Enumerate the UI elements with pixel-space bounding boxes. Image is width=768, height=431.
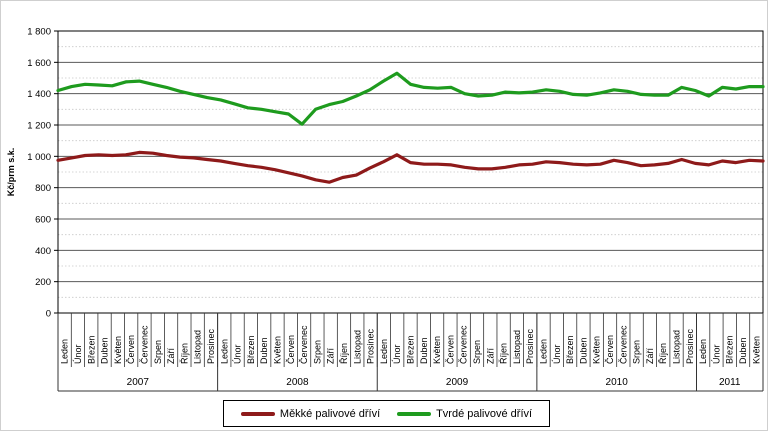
year-label: 2007 bbox=[127, 377, 150, 388]
month-label: Leden bbox=[219, 339, 229, 364]
y-tick-label: 1 200 bbox=[27, 121, 51, 132]
month-label: Listopad bbox=[512, 330, 522, 364]
chart-legend: Měkké palivové dříví Tvrdé palivové dříví bbox=[223, 400, 550, 427]
y-tick-label: 800 bbox=[35, 183, 51, 194]
month-label: Duben bbox=[419, 337, 429, 364]
month-label: Červenec bbox=[140, 325, 150, 364]
y-tick-label: 1 600 bbox=[27, 58, 51, 69]
year-label: 2011 bbox=[719, 377, 741, 388]
y-tick-label: 1 400 bbox=[27, 89, 51, 100]
month-label: Červen bbox=[126, 335, 136, 364]
plot-border bbox=[57, 30, 764, 314]
month-label: Leden bbox=[60, 339, 70, 364]
y-tick-label: 200 bbox=[35, 277, 51, 288]
month-label: Květen bbox=[432, 336, 442, 364]
month-label: Únor bbox=[711, 344, 721, 364]
month-label: Říjen bbox=[339, 343, 349, 364]
month-label: Březen bbox=[246, 335, 256, 364]
legend-item: Měkké palivové dříví bbox=[240, 407, 381, 420]
legend-label: Měkké palivové dříví bbox=[279, 407, 381, 420]
month-label: Říjen bbox=[179, 343, 189, 364]
month-label: Prosinec bbox=[366, 328, 376, 364]
month-label: Červenec bbox=[459, 325, 469, 364]
year-label: 2009 bbox=[446, 377, 469, 388]
month-label: Duben bbox=[738, 337, 748, 364]
series-line bbox=[56, 71, 765, 126]
month-label: Duben bbox=[259, 337, 269, 364]
month-label: Březen bbox=[565, 335, 575, 364]
month-label: Srpen bbox=[312, 340, 322, 364]
y-tick-label: 400 bbox=[35, 246, 51, 257]
legend-item: Tvrdé palivové dříví bbox=[397, 408, 532, 420]
year-label: 2010 bbox=[606, 377, 629, 388]
legend-line-swatch bbox=[397, 411, 432, 416]
month-label: Únor bbox=[233, 344, 243, 364]
month-label: Březen bbox=[406, 335, 416, 364]
month-label: Listopad bbox=[352, 330, 362, 364]
y-tick-label: 1 800 bbox=[27, 27, 51, 38]
month-label: Listopad bbox=[193, 330, 203, 364]
month-label: Květen bbox=[273, 336, 283, 364]
month-label: Červen bbox=[605, 335, 615, 364]
month-label: Září bbox=[645, 348, 655, 365]
y-tick-label: 1 000 bbox=[27, 152, 51, 163]
month-label: Duben bbox=[100, 337, 110, 364]
month-label: Prosinec bbox=[685, 328, 695, 364]
y-axis-title: Kč/prm s.k. bbox=[6, 148, 16, 197]
month-label: Červen bbox=[286, 335, 296, 364]
y-tick-label: 0 bbox=[46, 309, 51, 320]
series-line bbox=[56, 150, 765, 184]
y-tick-label: 600 bbox=[35, 215, 51, 226]
month-label: Prosinec bbox=[206, 328, 216, 364]
month-label: Květen bbox=[113, 336, 123, 364]
month-label: Leden bbox=[379, 339, 389, 364]
month-label: Leden bbox=[539, 339, 549, 364]
month-label: Prosinec bbox=[525, 328, 535, 364]
month-label: Červenec bbox=[618, 325, 628, 364]
month-label: Srpen bbox=[472, 340, 482, 364]
year-label: 2008 bbox=[286, 377, 309, 388]
month-label: Leden bbox=[698, 339, 708, 364]
month-label: Srpen bbox=[153, 340, 163, 364]
month-label: Září bbox=[166, 348, 176, 365]
legend-label: Tvrdé palivové dříví bbox=[436, 407, 533, 420]
month-label: Únor bbox=[392, 344, 402, 364]
month-label: Říjen bbox=[499, 343, 509, 364]
month-label: Únor bbox=[73, 344, 83, 364]
month-label: Duben bbox=[578, 337, 588, 364]
month-label: Březen bbox=[725, 335, 735, 364]
month-label: Březen bbox=[86, 335, 96, 364]
month-label: Červenec bbox=[299, 325, 309, 364]
month-label: Únor bbox=[552, 344, 562, 364]
month-label: Květen bbox=[592, 336, 602, 364]
month-label: Srpen bbox=[632, 340, 642, 364]
month-label: Říjen bbox=[658, 343, 668, 364]
legend-line-swatch bbox=[240, 411, 275, 416]
month-label: Červen bbox=[445, 335, 455, 364]
month-label: Listopad bbox=[672, 330, 682, 364]
month-label: Květen bbox=[751, 336, 761, 364]
month-label: Září bbox=[485, 348, 495, 365]
month-label: Září bbox=[326, 348, 336, 365]
